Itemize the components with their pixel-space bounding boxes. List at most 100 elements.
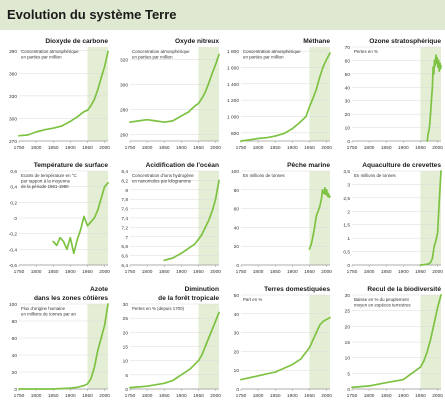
data-point <box>310 243 312 245</box>
data-point <box>315 88 317 91</box>
x-tick-label: 2000 <box>99 269 110 275</box>
y-tick-label: 10 <box>123 359 129 365</box>
data-point <box>163 382 165 384</box>
chart-panel: 0 20 40 60 80 100 1750 1800 1850 1900 1950 2000 Azot… <box>9 286 110 399</box>
data-point <box>312 236 314 238</box>
y-tick-label: 5 <box>125 373 128 379</box>
x-tick-label: 1750 <box>14 393 25 399</box>
data-point <box>431 86 434 88</box>
data-point <box>73 252 75 254</box>
data-point <box>69 236 71 239</box>
x-tick-label: 1750 <box>125 145 136 151</box>
x-tick-label: 2000 <box>210 393 221 399</box>
data-point <box>129 386 131 389</box>
y-tick-label: 40 <box>345 85 351 91</box>
data-point <box>323 192 325 195</box>
y-tick-label: 280 <box>120 108 128 114</box>
data-point <box>431 257 434 259</box>
series-line <box>18 50 109 137</box>
chart-note: Flux d'origine humaine <box>21 306 66 311</box>
x-tick-label: 2000 <box>321 393 332 399</box>
chart-title: Acidification de l'océan <box>146 162 219 169</box>
y-tick-label: 0,2 <box>10 200 17 206</box>
data-point <box>86 383 89 385</box>
x-tick-label: 1900 <box>176 269 187 275</box>
data-point <box>438 59 440 62</box>
data-point <box>201 233 203 236</box>
data-point <box>437 66 439 68</box>
shade-region <box>309 171 330 265</box>
series-line <box>129 53 220 124</box>
data-point <box>308 248 311 250</box>
x-tick-label: 1800 <box>142 393 153 399</box>
data-point <box>308 347 311 349</box>
data-point <box>59 236 61 239</box>
data-point <box>430 338 432 340</box>
y-tick-label: 7,6 <box>121 207 128 213</box>
chart-title: Recul de la biodiversité <box>367 286 441 293</box>
y-tick-label: 3,5 <box>343 169 350 175</box>
y-tick-label: 20 <box>234 244 240 250</box>
chart-note: Part en % <box>243 297 262 302</box>
chart-title: Azote <box>90 286 108 293</box>
data-point <box>435 62 438 64</box>
data-point <box>107 303 109 305</box>
data-point <box>257 137 259 140</box>
x-tick-label: 1800 <box>253 269 264 275</box>
x-tick-label: 1900 <box>176 393 187 399</box>
data-point <box>328 196 330 198</box>
x-tick-label: 1900 <box>287 269 298 275</box>
x-tick-label: 1950 <box>304 269 315 275</box>
x-tick-label: 1800 <box>364 269 375 275</box>
data-point <box>274 371 276 373</box>
data-point <box>100 197 102 200</box>
x-tick-label: 1850 <box>381 145 392 151</box>
x-tick-label: 1750 <box>347 269 358 275</box>
x-tick-label: 1900 <box>65 269 76 275</box>
y-tick-label: 6,6 <box>121 254 128 260</box>
series-line <box>351 294 442 389</box>
x-tick-label: 2000 <box>210 269 221 275</box>
chart-note: Concentration atmosphérique <box>243 49 301 54</box>
x-tick-label: 1850 <box>270 393 281 399</box>
chart-panel: 800 1 000 1 200 1 400 1 600 1 800 1750 1800 1850… <box>227 38 332 151</box>
data-point <box>257 375 259 377</box>
y-tick-label: 6,4 <box>121 263 128 269</box>
data-point <box>93 217 95 219</box>
y-tick-label: 0,6 <box>10 169 17 175</box>
y-tick-label: 1,5 <box>343 223 350 229</box>
data-point <box>426 263 428 265</box>
chart-title: de la forêt tropicale <box>158 295 219 302</box>
data-point <box>197 102 200 104</box>
x-tick-label: 1850 <box>159 145 170 151</box>
data-point <box>419 366 422 368</box>
x-tick-label: 1900 <box>398 269 409 275</box>
data-point <box>211 328 213 331</box>
y-tick-label: 1 200 <box>227 98 239 104</box>
x-tick-label: 1950 <box>193 269 204 275</box>
chart-note: Pertes en % (depuis 1700) <box>132 306 185 311</box>
data-point <box>434 65 436 67</box>
chart-title: Aquaculture de crevettes <box>362 162 441 169</box>
chart-note: Concentration atmosphérique <box>21 49 79 54</box>
data-point <box>432 66 434 68</box>
y-tick-label: 40 <box>234 225 240 231</box>
data-point <box>146 385 148 387</box>
data-point <box>214 198 217 200</box>
data-point <box>436 232 439 234</box>
data-point <box>435 54 437 56</box>
data-point <box>180 374 182 376</box>
data-point <box>197 238 200 240</box>
chart-title: Dioxyde de carbone <box>45 38 108 45</box>
data-point <box>103 65 106 68</box>
data-point <box>97 350 99 352</box>
data-point <box>214 320 217 322</box>
data-point <box>44 129 46 131</box>
data-point <box>97 209 99 211</box>
data-point <box>187 111 189 113</box>
chart-title: Diminution <box>185 286 219 293</box>
x-tick-label: 1850 <box>48 145 59 151</box>
data-point <box>321 189 324 191</box>
data-point <box>103 324 106 326</box>
data-point <box>204 226 206 228</box>
